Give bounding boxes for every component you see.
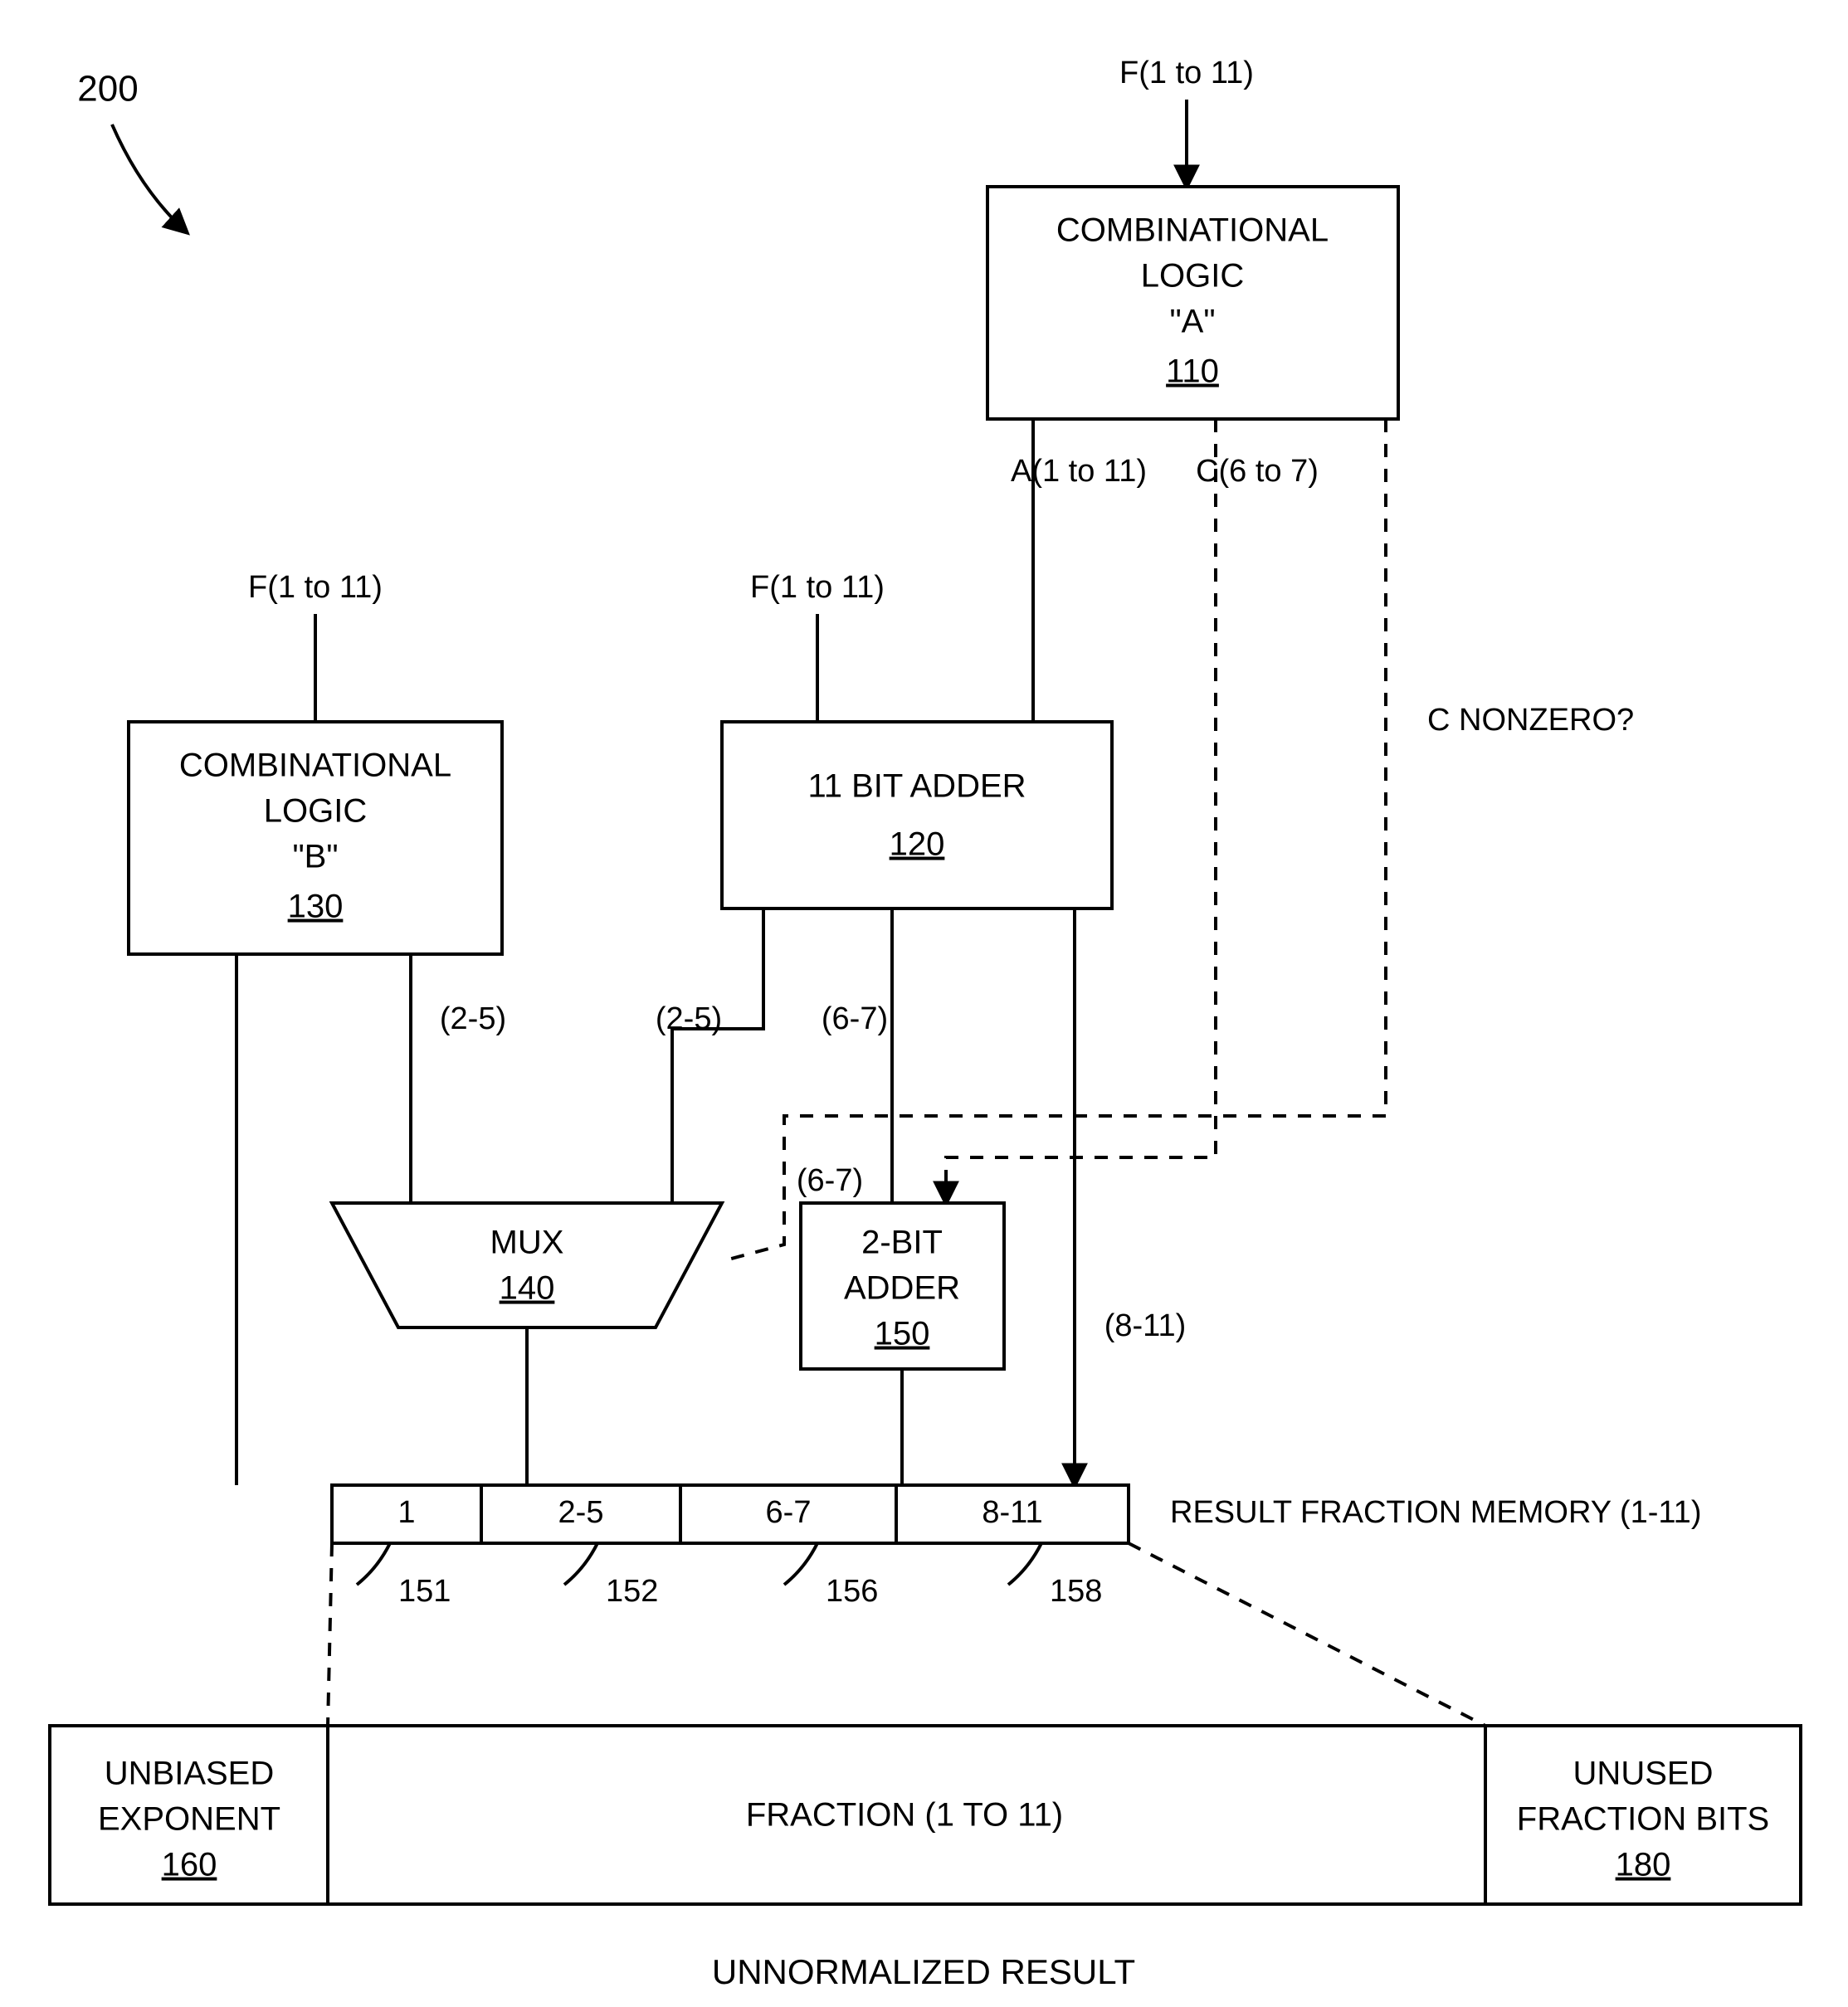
unbiased-title-1: UNBIASED: [105, 1756, 275, 1792]
mem-cell-25-text: 2-5: [558, 1495, 604, 1530]
comb-a-title-2: LOGIC: [1141, 258, 1244, 295]
block-mux: [332, 1203, 722, 1327]
comb-b-title-1: COMBINATIONAL: [179, 748, 451, 784]
unused-ref: 180: [1616, 1847, 1671, 1883]
signal-adder2-in67: (6-7): [797, 1163, 863, 1198]
signal-f-to-b: F(1 to 11): [248, 570, 383, 605]
comb-a-title-1: COMBINATIONAL: [1056, 212, 1329, 249]
signal-f-to-adder: F(1 to 11): [750, 570, 885, 605]
figure-number: 200: [77, 69, 138, 110]
mem-label: RESULT FRACTION MEMORY (1-11): [1170, 1495, 1701, 1530]
unused-title-2: FRACTION BITS: [1517, 1801, 1769, 1838]
mem-cell-1-text: 1: [397, 1495, 415, 1530]
adder2-title-1: 2-BIT: [861, 1225, 943, 1261]
comb-b-title-3: "B": [292, 839, 338, 875]
mem-tick-152: [564, 1543, 597, 1585]
comb-a-ref: 110: [1166, 353, 1219, 390]
adder11-title: 11 BIT ADDER: [807, 768, 1026, 805]
mem-cell-811-text: 8-11: [982, 1495, 1042, 1530]
comb-b-title-2: LOGIC: [264, 793, 367, 830]
mux-title: MUX: [490, 1225, 564, 1261]
signal-f-to-a: F(1 to 11): [1119, 56, 1254, 90]
mem-tick-156: [784, 1543, 817, 1585]
unbiased-ref: 160: [162, 1847, 217, 1883]
mem-ref-158: 158: [1050, 1574, 1102, 1609]
signal-a-out: A(1 to 11): [1011, 454, 1147, 489]
mux-ref: 140: [500, 1270, 555, 1307]
adder11-ref: 120: [890, 826, 945, 863]
signal-c-nonzero: C NONZERO?: [1427, 703, 1634, 738]
signal-b-25: (2-5): [440, 1001, 506, 1036]
mem-ref-151: 151: [398, 1574, 451, 1609]
adder2-ref: 150: [875, 1316, 930, 1352]
comb-a-title-3: "A": [1169, 304, 1215, 340]
signal-adder-25: (2-5): [656, 1001, 722, 1036]
mem-tick-158: [1008, 1543, 1041, 1585]
mem-ref-156: 156: [826, 1574, 878, 1609]
mem-cell-67-text: 6-7: [766, 1495, 812, 1530]
comb-b-ref: 130: [288, 889, 344, 925]
unbiased-title-2: EXPONENT: [98, 1801, 280, 1838]
unused-title-1: UNUSED: [1573, 1756, 1714, 1792]
adder2-title-2: ADDER: [844, 1270, 960, 1307]
figure-number-arrow: [112, 124, 187, 232]
bottom-caption: UNNORMALIZED RESULT: [712, 1952, 1135, 1991]
signal-adder-811: (8-11): [1104, 1308, 1187, 1343]
proj-right: [1129, 1543, 1485, 1726]
mem-ref-152: 152: [606, 1574, 658, 1609]
wire-adder-25: [672, 909, 763, 1203]
block-11bit-adder: [722, 722, 1112, 909]
fraction-title: FRACTION (1 TO 11): [746, 1797, 1063, 1834]
signal-adder-67: (6-7): [822, 1001, 888, 1036]
proj-left: [328, 1543, 332, 1726]
signal-c-out: C(6 to 7): [1196, 454, 1319, 489]
mem-tick-151: [357, 1543, 390, 1585]
